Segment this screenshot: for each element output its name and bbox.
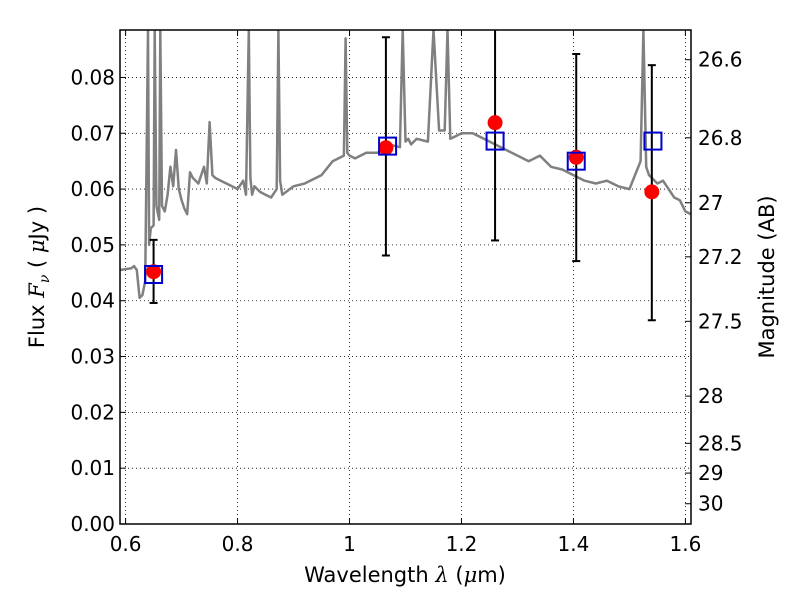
observed-points-layer: [146, 115, 660, 280]
y2-tick-label: 26.6: [698, 48, 743, 72]
x-tick-label: 0.6: [110, 532, 142, 556]
y2-tick-label: 27.5: [698, 309, 743, 333]
x-tick-label: 0.8: [222, 532, 254, 556]
y2-tick-label: 30: [698, 492, 723, 516]
y2-tick-label: 27: [698, 191, 723, 215]
y-tick-label: 0.01: [70, 456, 115, 480]
x-tick-label: 1: [343, 532, 356, 556]
observed-point: [644, 184, 660, 200]
y2-tick-label: 29: [698, 461, 723, 485]
model-square: [485, 131, 505, 151]
y-tick-label: 0.04: [70, 289, 115, 313]
y-tick-label: 0.06: [70, 177, 115, 201]
template-spectrum-layer: [120, 30, 691, 300]
observed-point: [146, 264, 162, 280]
y-tick-label: 0.07: [70, 121, 115, 145]
x-tick-label: 1.2: [446, 532, 478, 556]
model-squares-layer: [144, 131, 663, 284]
y2-tick-label: 28: [698, 384, 723, 408]
model-square: [378, 136, 398, 156]
template-spectrum-line: [120, 30, 691, 300]
y2-tick-label: 27.2: [698, 245, 743, 269]
observed-point: [378, 140, 394, 156]
y-tick-label: 0.05: [70, 233, 115, 257]
model-square: [144, 264, 164, 284]
model-square: [643, 131, 663, 151]
y2-tick-label: 28.5: [698, 431, 743, 455]
x-tick-label: 1.4: [558, 532, 590, 556]
y2-axis-title: Magnitude (AB): [755, 195, 779, 358]
x-axis-ticks: 0.6 0.8 1 1.2 1.4 1.6: [110, 30, 701, 556]
y-tick-label: 0.08: [70, 65, 115, 89]
x-axis-title: Wavelength λ (μm): [304, 563, 506, 587]
observed-point: [487, 115, 503, 131]
y-tick-label: 0.02: [70, 400, 115, 424]
x-tick-label: 1.6: [669, 532, 701, 556]
y-tick-label: 0.03: [70, 345, 115, 369]
y-axis-title: Flux Fν ( μJy ): [25, 206, 53, 348]
y-tick-label: 0.00: [70, 512, 115, 536]
y2-axis-ticks: 26.6 26.8 27 27.2 27.5 28 28.5 29 30: [685, 48, 743, 516]
model-square: [566, 151, 586, 171]
plot-frame: [119, 29, 692, 525]
y-axis-ticks: 0.00 0.01 0.02 0.03 0.04 0.05 0.06 0.07 0.08: [70, 65, 126, 536]
y2-tick-label: 26.8: [698, 126, 743, 150]
